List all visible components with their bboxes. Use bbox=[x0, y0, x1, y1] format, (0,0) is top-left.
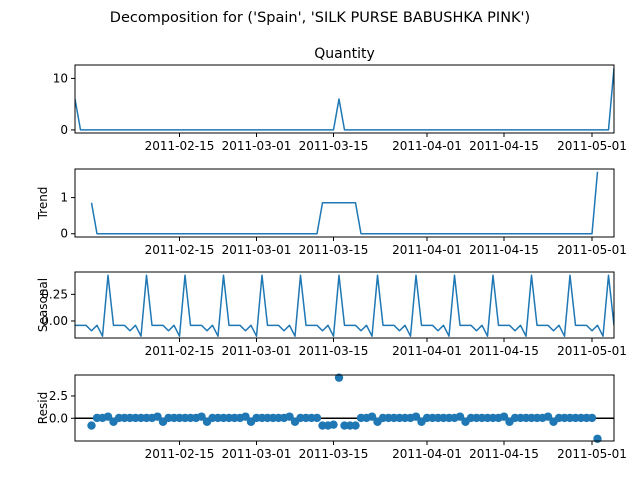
x-tick-label: 2011-05-01 bbox=[557, 447, 627, 461]
x-tick-label: 2011-03-01 bbox=[222, 139, 292, 153]
x-tick-label: 2011-02-15 bbox=[145, 447, 215, 461]
y-tick-label: 1 bbox=[60, 191, 68, 205]
resid-point bbox=[153, 412, 162, 421]
y-tick-label: 0.25 bbox=[41, 287, 68, 301]
x-tick-label: 2011-04-01 bbox=[392, 344, 462, 358]
resid-point bbox=[593, 434, 602, 443]
x-tick-label: 2011-04-15 bbox=[469, 344, 539, 358]
x-tick-label: 2011-05-01 bbox=[557, 243, 627, 257]
x-tick-label: 2011-03-15 bbox=[299, 344, 369, 358]
resid-point bbox=[499, 412, 509, 421]
panel-1: Trend 0 1 2011-02-15 2011-03-01 2011-03-15 201… bbox=[36, 168, 627, 257]
x-tick-label: 2011-03-01 bbox=[222, 344, 292, 358]
x-tick-label: 2011-04-01 bbox=[392, 447, 462, 461]
resid-point bbox=[285, 412, 294, 421]
data-layer bbox=[75, 274, 614, 337]
resid-point bbox=[543, 412, 553, 421]
y-tick-label: 0.00 bbox=[41, 314, 68, 328]
series-line bbox=[75, 274, 614, 337]
y-tick-label: 0 bbox=[60, 123, 68, 137]
y-tick-label: 0 bbox=[60, 227, 68, 241]
x-tick-label: 2011-03-01 bbox=[222, 243, 292, 257]
resid-point bbox=[367, 412, 377, 421]
x-tick-label: 2011-04-01 bbox=[392, 243, 462, 257]
x-tick-label: 2011-03-15 bbox=[299, 447, 369, 461]
axes-frame bbox=[74, 271, 615, 339]
x-tick-label: 2011-04-15 bbox=[469, 243, 539, 257]
y-axis-label: Trend bbox=[36, 187, 50, 221]
axes-frame bbox=[74, 168, 615, 238]
resid-point bbox=[587, 413, 597, 423]
x-tick-label: 2011-04-01 bbox=[392, 139, 462, 153]
resid-point bbox=[411, 412, 421, 421]
axes-frame bbox=[74, 64, 615, 134]
axes-frame bbox=[74, 374, 615, 442]
x-tick-label: 2011-04-15 bbox=[469, 139, 539, 153]
resid-point bbox=[87, 421, 96, 430]
figure-title: Decomposition for ('Spain', 'SILK PURSE … bbox=[110, 10, 530, 26]
resid-point bbox=[103, 412, 113, 421]
resid-point bbox=[312, 413, 322, 423]
resid-point bbox=[241, 412, 250, 421]
x-tick-label: 2011-03-01 bbox=[222, 447, 292, 461]
x-tick-label: 2011-05-01 bbox=[557, 139, 627, 153]
series-line bbox=[75, 68, 614, 131]
y-tick-label: 0.0 bbox=[49, 411, 68, 425]
resid-point bbox=[351, 421, 360, 430]
resid-point bbox=[334, 373, 344, 382]
data-layer bbox=[75, 68, 614, 131]
x-tick-label: 2011-02-15 bbox=[145, 139, 215, 153]
series-line bbox=[90, 171, 599, 235]
y-tick-label: 10 bbox=[53, 71, 68, 85]
x-tick-label: 2011-04-15 bbox=[469, 447, 539, 461]
x-tick-label: 2011-03-15 bbox=[299, 139, 369, 153]
resid-point bbox=[329, 420, 338, 429]
x-tick-label: 2011-02-15 bbox=[145, 344, 215, 358]
panel-title: Quantity bbox=[314, 46, 375, 62]
y-axis-label: Resid bbox=[36, 392, 50, 424]
y-tick-label: 2.5 bbox=[49, 389, 68, 403]
panel-0: Quantity 0 10 2011-02-15 2011-03-01 2011-03-1… bbox=[53, 46, 627, 153]
y-axis-label: Seasonal bbox=[36, 278, 50, 332]
x-tick-label: 2011-03-15 bbox=[299, 243, 369, 257]
resid-point bbox=[455, 412, 465, 421]
resid-point bbox=[197, 412, 206, 421]
x-tick-label: 2011-02-15 bbox=[145, 243, 215, 257]
x-tick-label: 2011-05-01 bbox=[557, 344, 627, 358]
data-layer bbox=[90, 171, 599, 235]
